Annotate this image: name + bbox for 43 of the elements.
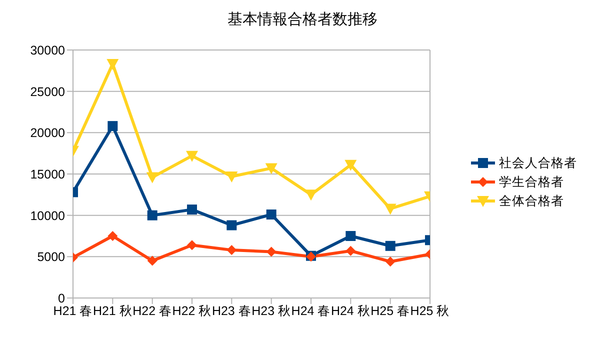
point	[187, 240, 197, 250]
x-tick-label: H23 春	[212, 304, 252, 318]
y-tick-label: 10000	[30, 208, 66, 223]
y-tick-label: 0	[58, 291, 66, 306]
y-tick-label: 30000	[30, 43, 66, 58]
y-tick-label: 15000	[30, 167, 66, 182]
x-tick-label: H21 春	[53, 304, 93, 318]
point	[266, 246, 276, 257]
y-tick-label: 20000	[30, 126, 66, 140]
point	[147, 210, 158, 220]
point	[147, 256, 158, 266]
y-tick-label: 5000	[37, 250, 66, 264]
point	[385, 240, 396, 251]
point	[108, 231, 118, 241]
y-tick-label: 25000	[30, 84, 66, 99]
legend-label: 学生合格者	[498, 174, 565, 190]
x-tick-label: H24 秋	[330, 304, 370, 318]
point	[346, 246, 356, 256]
point	[226, 171, 238, 182]
legend-label: 社会人合格者	[498, 154, 577, 172]
legend-label: 全体合格者	[498, 192, 565, 210]
point	[346, 231, 356, 241]
x-tick-label: H21 秋	[92, 304, 132, 318]
point	[385, 256, 396, 267]
point	[146, 172, 158, 184]
x-tick-label: H24 春	[291, 304, 331, 318]
point	[266, 210, 276, 220]
point	[187, 204, 197, 215]
point	[106, 59, 119, 70]
point	[344, 160, 357, 171]
point	[305, 190, 317, 201]
x-tick-label: H23 秋	[252, 304, 292, 318]
chart-title: 基本情報合格者数推移	[226, 10, 378, 30]
x-tick-label: H25 春	[370, 304, 410, 318]
point	[108, 121, 118, 132]
point	[226, 220, 237, 230]
point	[384, 204, 396, 215]
point	[265, 163, 278, 174]
point	[226, 245, 237, 256]
x-tick-label: H25 秋	[410, 304, 450, 318]
x-tick-label: H22 秋	[172, 304, 212, 318]
x-tick-label: H22 春	[132, 304, 172, 318]
point	[186, 150, 198, 162]
